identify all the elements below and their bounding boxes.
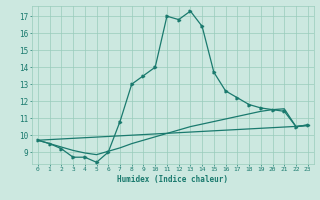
X-axis label: Humidex (Indice chaleur): Humidex (Indice chaleur) [117, 175, 228, 184]
